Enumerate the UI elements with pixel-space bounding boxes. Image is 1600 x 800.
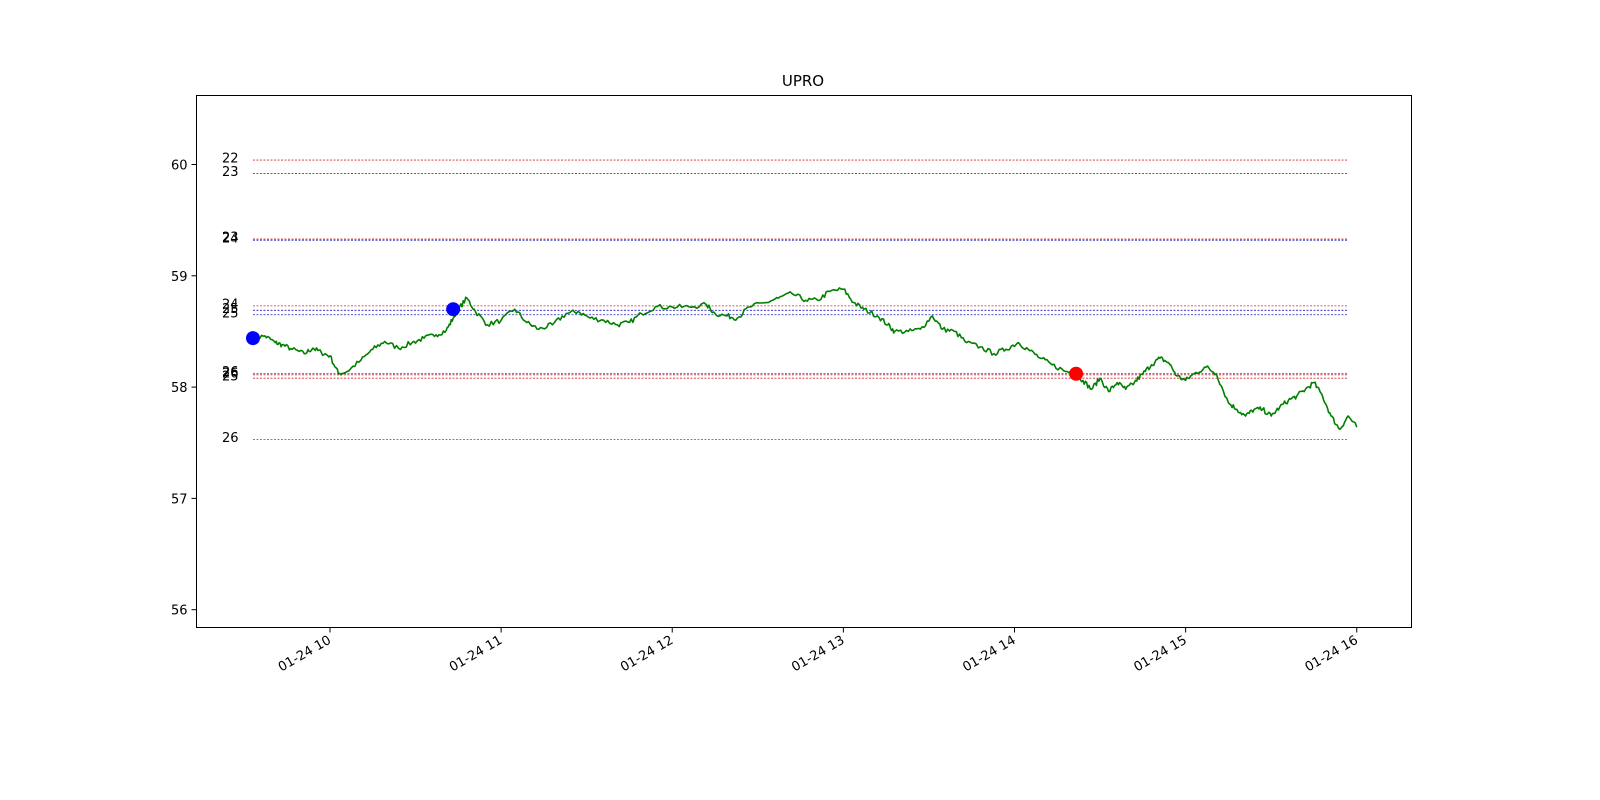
- chart-title: UPRO: [782, 72, 824, 90]
- x-tick-label: 01-24 16: [1303, 633, 1361, 675]
- y-tick-label: 56: [171, 604, 188, 619]
- price-line: [252, 287, 1358, 431]
- level-label: 25: [222, 306, 239, 321]
- y-axis: 56 57 58 59 60: [171, 159, 197, 619]
- plot-area: [196, 95, 1412, 628]
- x-tick-label: 01-24 14: [960, 633, 1018, 675]
- y-tick-label: 57: [171, 492, 188, 507]
- level-label: 24: [222, 297, 239, 312]
- level-label: 23: [222, 231, 239, 246]
- y-tick-label: 58: [171, 381, 188, 396]
- x-axis: 01-24 10 01-24 11 01-24 12 01-24 13 01-24 14…: [276, 627, 1361, 675]
- sell-marker: [1069, 366, 1084, 381]
- level-label: 24: [222, 232, 239, 247]
- x-tick-label: 01-24 10: [276, 633, 334, 675]
- level-label: 26: [222, 366, 239, 381]
- level-label: 26: [222, 431, 239, 446]
- y-tick-label: 59: [171, 270, 188, 285]
- buy-marker: [446, 302, 461, 317]
- level-label: 23: [222, 165, 239, 180]
- level-label: 25: [222, 302, 239, 317]
- x-tick-label: 01-24 12: [618, 633, 676, 675]
- buy-marker: [245, 331, 260, 346]
- x-tick-label: 01-24 15: [1131, 633, 1189, 675]
- trade-markers: [245, 302, 1084, 381]
- level-label: 26: [222, 365, 239, 380]
- x-tick-label: 01-24 11: [447, 633, 505, 675]
- y-tick-label: 60: [171, 159, 188, 174]
- x-tick-label: 01-24 13: [789, 633, 847, 675]
- level-label: 25: [222, 370, 239, 385]
- price-series: [252, 287, 1358, 431]
- level-label: 22: [222, 152, 239, 167]
